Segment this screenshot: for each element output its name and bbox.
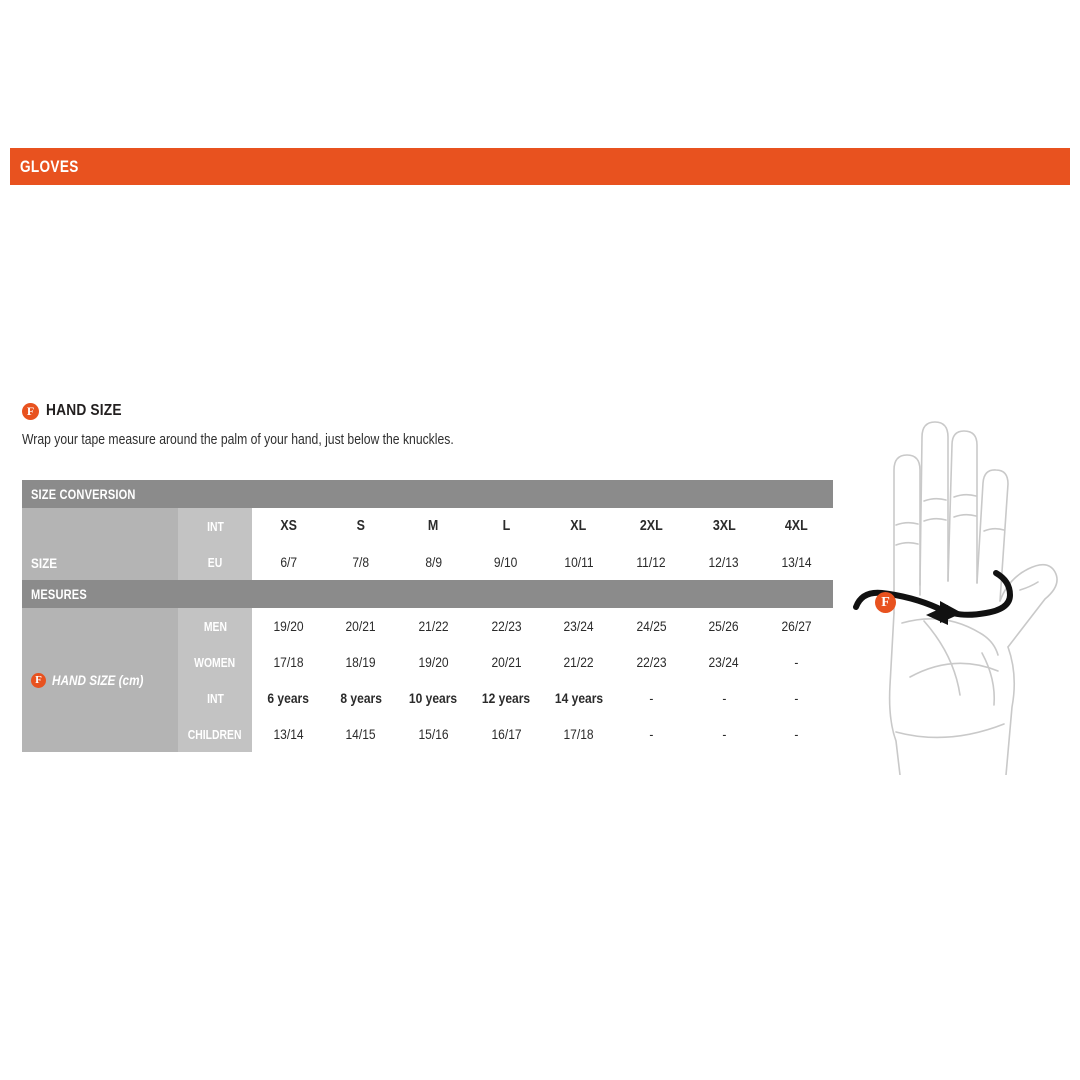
table-cell: 19/20 — [397, 644, 470, 680]
table-cell: 8 years — [324, 680, 398, 716]
table-cell: - — [614, 716, 688, 752]
hand-outline-icon — [853, 421, 1058, 775]
section-header-row: MESURES — [22, 580, 833, 608]
table-cell: M — [397, 508, 470, 544]
table-cell: 16/17 — [469, 716, 543, 752]
table-cell: S — [324, 508, 398, 544]
row-label-size: SIZE — [22, 508, 179, 580]
table-cell: 8/9 — [397, 544, 470, 580]
table-cell: - — [687, 680, 761, 716]
table-cell: 11/12 — [614, 544, 688, 580]
table-cell: L — [469, 508, 543, 544]
table-cell: 12/13 — [687, 544, 761, 580]
table-cell: 14 years — [542, 680, 615, 716]
table-cell: - — [760, 716, 833, 752]
sub-label-women: WOMEN — [178, 644, 253, 680]
table-cell: 22/23 — [614, 644, 688, 680]
table-cell: 21/22 — [542, 644, 615, 680]
table-row: SIZE INT XS S M L XL 2XL 3XL 4XL — [22, 508, 833, 580]
f-logo-icon: F — [875, 592, 896, 613]
table-cell: 18/19 — [324, 644, 398, 680]
table-cell: - — [760, 680, 833, 716]
table-cell: 3XL — [687, 508, 761, 544]
sub-label-children: CHILDREN — [178, 716, 253, 752]
table-row: CHILDREN 13/14 14/15 15/16 16/17 17/18 -… — [22, 716, 833, 752]
table-cell: 23/24 — [687, 644, 761, 680]
f-logo-icon: F — [31, 672, 46, 688]
table-cell: 2XL — [614, 508, 688, 544]
table-row: WOMEN 17/18 18/19 19/20 20/21 21/22 22/2… — [22, 644, 833, 680]
table-cell: 25/26 — [687, 608, 761, 644]
table-cell: 10 years — [397, 680, 470, 716]
size-conversion-table: SIZE CONVERSION SIZE INT XS S M L XL 2XL… — [22, 480, 833, 752]
table-cell: 10/11 — [542, 544, 615, 580]
table-cell: 15/16 — [397, 716, 470, 752]
sub-label-int-children: INT — [178, 680, 253, 716]
table-cell: 6/7 — [252, 544, 325, 580]
banner-title: GLOVES — [20, 156, 79, 176]
hand-size-instructions: Wrap your tape measure around the palm o… — [22, 432, 454, 448]
table-cell: 9/10 — [469, 544, 543, 580]
f-logo-icon: F — [22, 402, 39, 420]
table-cell: - — [760, 644, 833, 680]
hand-size-heading: F HAND SIZE — [22, 402, 134, 420]
sub-label-eu: EU — [178, 544, 253, 580]
table-cell: 20/21 — [324, 608, 398, 644]
row-label-hand-size: F HAND SIZE (cm) — [22, 608, 179, 752]
table-cell: XS — [252, 508, 325, 544]
table-row: INT 6 years 8 years 10 years 12 years 14… — [22, 680, 833, 716]
table-cell: 17/18 — [542, 716, 615, 752]
sub-label-men: MEN — [178, 608, 253, 644]
table-cell: 13/14 — [252, 716, 325, 752]
table-cell: 23/24 — [542, 608, 615, 644]
table-cell: 6 years — [252, 680, 325, 716]
table-cell: 12 years — [469, 680, 543, 716]
gloves-banner: GLOVES — [10, 148, 1070, 185]
table-cell: 21/22 — [397, 608, 470, 644]
table-cell: 26/27 — [760, 608, 833, 644]
table-cell: 24/25 — [614, 608, 688, 644]
table-cell: 14/15 — [324, 716, 398, 752]
table-cell: 13/14 — [760, 544, 833, 580]
table-cell: 4XL — [760, 508, 833, 544]
table-cell: 19/20 — [252, 608, 325, 644]
section-header-row: SIZE CONVERSION — [22, 480, 833, 508]
hand-size-title: HAND SIZE — [46, 402, 122, 419]
arrow-left-icon — [926, 605, 948, 625]
table-cell: 7/8 — [324, 544, 398, 580]
table-cell: XL — [542, 508, 615, 544]
table-cell: 17/18 — [252, 644, 325, 680]
table-cell: 20/21 — [469, 644, 543, 680]
table-cell: - — [687, 716, 761, 752]
table-row: F HAND SIZE (cm) MEN 19/20 20/21 21/22 2… — [22, 608, 833, 752]
hand-measurement-illustration: F — [836, 385, 1072, 775]
section-header-size-conversion: SIZE CONVERSION — [22, 480, 833, 508]
table-cell: - — [614, 680, 688, 716]
table-row: EU 6/7 7/8 8/9 9/10 10/11 11/12 12/13 13… — [22, 544, 833, 580]
sub-label-int: INT — [178, 508, 253, 544]
table-cell: 22/23 — [469, 608, 543, 644]
section-header-mesures: MESURES — [22, 580, 833, 608]
